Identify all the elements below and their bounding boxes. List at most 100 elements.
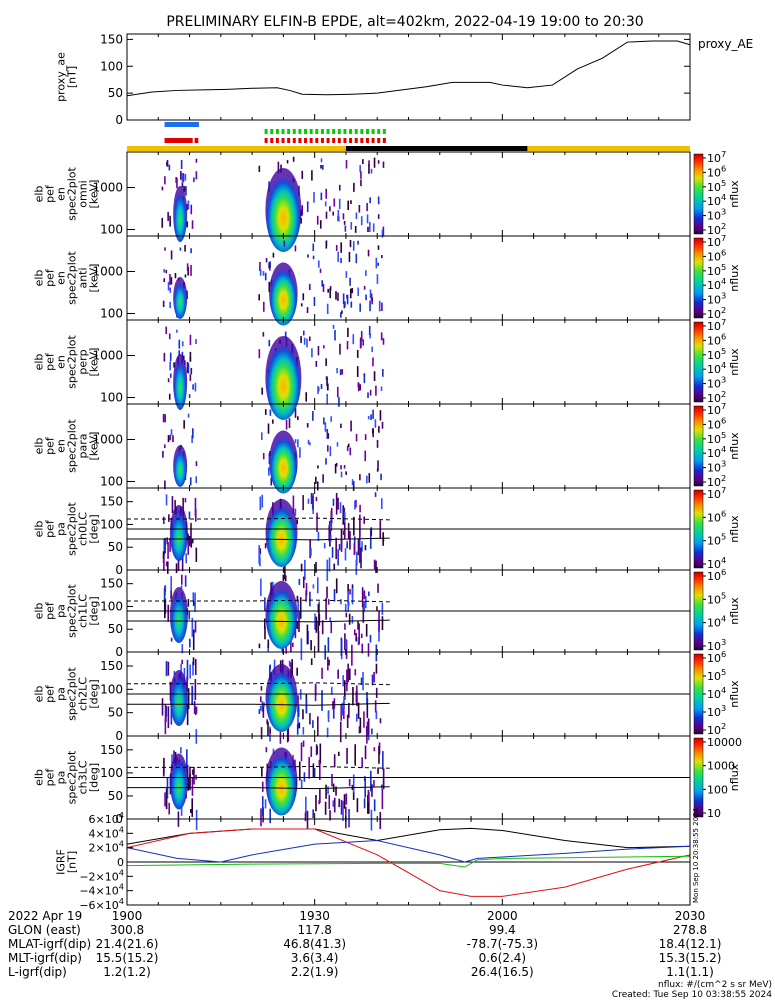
spectrogram-streak [313, 768, 316, 778]
spectrogram-streak [325, 598, 327, 620]
spectrogram-streak [317, 386, 319, 394]
spectrogram-streak [336, 367, 338, 374]
spectrogram-streak [191, 777, 194, 796]
colorbar-tick-label: 103 [707, 459, 726, 475]
spectrogram-streak [300, 638, 303, 661]
ephemeris-value: 1.2(1.2) [103, 965, 151, 979]
spectrogram-streak [369, 529, 372, 549]
spectrogram-streak [264, 409, 267, 415]
spectrogram-streak [170, 277, 173, 285]
y-tick-label: 50 [108, 622, 123, 636]
dotted-bar-segment [354, 129, 358, 134]
spectrogram-streak [163, 757, 165, 775]
spectrogram-streak [297, 695, 299, 712]
spectrogram-streak [315, 476, 317, 484]
spectrogram-streak [357, 382, 360, 388]
colorbar-tick-label: 105 [707, 178, 726, 194]
spectrogram-streak [310, 493, 313, 505]
spectrogram-streak [261, 767, 263, 777]
spectrogram-streak [183, 420, 185, 429]
spectrogram-streak [163, 352, 166, 362]
y-axis-label-line: pa [55, 604, 68, 618]
spectrogram-streak [193, 700, 196, 714]
spectrogram-streak [264, 272, 267, 281]
spectrogram-streak [371, 297, 373, 305]
spectrogram-streak [351, 479, 354, 486]
spectrogram-streak [182, 355, 185, 361]
spectrogram-streak [318, 614, 321, 626]
spectrogram-streak [297, 706, 300, 717]
spectrogram-streak [310, 658, 313, 666]
spectrogram-streak [262, 703, 265, 718]
colorbar-tick-label: 104 [707, 555, 726, 571]
ephemeris-value: 2000 [487, 909, 518, 923]
spectrogram-streak [368, 160, 370, 166]
colorbar-tick-label: 107 [707, 149, 726, 165]
spectrogram-streak [190, 522, 192, 544]
colorbar-tick-label: 102 [707, 389, 726, 405]
spectrogram-streak [357, 621, 359, 630]
y-axis-label-line: [deg] [88, 596, 101, 625]
spectrogram-streak [305, 698, 308, 714]
spectrogram-streak [358, 726, 361, 734]
spectrogram-streak [351, 644, 353, 666]
spectrogram-streak [338, 544, 341, 551]
ephemeris-value: -78.7(-75.3) [467, 937, 538, 951]
spectrogram-streak [369, 197, 371, 204]
colorbar-tick-label: 102 [707, 473, 726, 489]
spectrogram-streak [330, 507, 333, 524]
spectrogram-streak [327, 710, 330, 723]
spectrogram-streak [259, 261, 261, 272]
spectrogram-streak [330, 621, 333, 634]
dotted-bar-segment [264, 129, 268, 134]
y-axis-label-line: ch2LC [77, 677, 90, 711]
colorbar-tick-label: 106 [707, 649, 726, 665]
spectrogram-streak [363, 776, 366, 781]
spectrogram-streak [300, 303, 303, 307]
spectrogram-streak [261, 781, 264, 792]
spectrogram-streak [381, 302, 383, 312]
spectrogram-streak [193, 766, 195, 785]
spectrogram-streak [327, 599, 330, 605]
spectrogram-streak [282, 574, 285, 581]
spectrogram-streak [300, 779, 303, 789]
spectrogram-streak [259, 496, 262, 511]
dotted-bar-segment [360, 129, 364, 134]
y-axis-label-line: [keV] [88, 180, 101, 209]
y-axis-label-line: [deg] [88, 514, 101, 543]
spectrogram-streak [195, 171, 198, 180]
spectrogram-streak [189, 374, 192, 381]
spectrogram-streak [346, 714, 349, 728]
y-axis-label-line: pef [44, 768, 57, 787]
spectrogram-streak [165, 788, 168, 810]
colorbar-tick-label: 107 [707, 485, 726, 501]
y-axis-label-line: elb [33, 769, 46, 786]
spectrogram-streak [192, 384, 194, 390]
spectrogram-streak [195, 338, 197, 345]
spectrogram-streak [161, 217, 164, 228]
colorbar-tick-label: 102 [707, 221, 726, 237]
spectrogram-streak [302, 740, 305, 747]
spectrogram-streak [355, 212, 358, 220]
dotted-bar-segment [382, 138, 386, 143]
spectrogram-streak [326, 376, 328, 386]
spectrogram-streak [302, 330, 305, 336]
spectrogram-streak [326, 445, 329, 452]
spectrogram-streak [378, 610, 380, 632]
y-tick-label: 100 [100, 390, 123, 404]
panel-frame [126, 151, 691, 237]
units-note: nflux: #/(cm^2 s sr MeV) [658, 980, 772, 990]
ephemeris-value: 21.4(21.6) [96, 937, 159, 951]
spectrogram-streak [319, 220, 322, 229]
spectrogram-streak [368, 164, 370, 174]
spectrogram-streak [298, 722, 301, 729]
ephemeris-value: 18.4(12.1) [659, 937, 722, 951]
colorbar-tick-label: 1000 [707, 760, 735, 773]
spectrogram-streak [366, 721, 369, 737]
spectrogram-streak [326, 383, 329, 391]
spectrogram-streak [162, 300, 165, 308]
dotted-bar-segment [287, 138, 291, 143]
ephemeris-value: 3.6(3.4) [291, 951, 339, 965]
proxy-ae-panel: proxy_ae[nT] 0 50 100 150 proxy_AE [55, 32, 754, 127]
spectrogram-streak [379, 811, 382, 830]
